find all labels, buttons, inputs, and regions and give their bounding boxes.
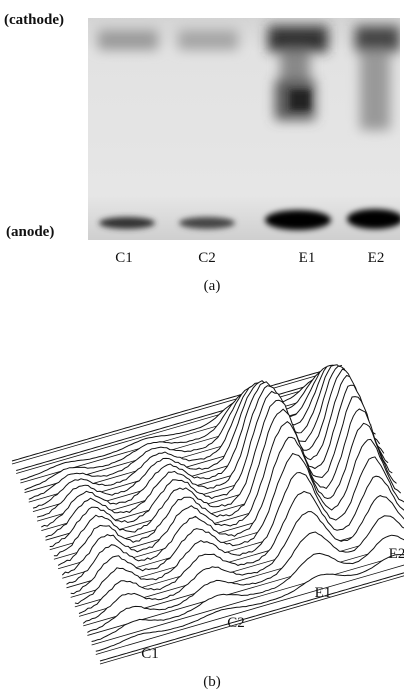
anode-label: (anode) [6, 224, 54, 240]
lane-label: E2 [389, 546, 404, 562]
trace [45, 368, 376, 538]
trace [87, 515, 404, 633]
lane-label: E1 [299, 250, 316, 266]
trace-baseline [91, 553, 404, 646]
trace [11, 364, 343, 462]
trace-baseline [95, 564, 404, 655]
trace [95, 554, 404, 652]
trace [61, 408, 393, 576]
trace-baseline [16, 377, 347, 474]
trace [20, 376, 351, 481]
trace [91, 534, 404, 642]
trace [32, 364, 364, 509]
lane-label: E1 [315, 585, 332, 601]
lane-label: E2 [368, 250, 385, 266]
trace [16, 374, 347, 471]
lane-label: C2 [198, 250, 216, 266]
caption: (b) [203, 674, 221, 690]
trace [82, 495, 404, 624]
trace-fill [100, 572, 404, 664]
trace [53, 384, 385, 557]
trace [57, 396, 389, 566]
cathode-label: (cathode) [4, 12, 64, 28]
trace [24, 370, 355, 491]
caption: (a) [204, 278, 221, 294]
trace [28, 366, 360, 500]
trace [49, 374, 381, 548]
lane-label: C1 [141, 646, 159, 662]
trace-fill [95, 554, 404, 655]
trace-fill [87, 515, 404, 636]
trace-baseline [99, 575, 404, 665]
trace-fill [83, 495, 404, 626]
trace-fill [91, 535, 404, 645]
trace [99, 572, 404, 662]
trace-fill [79, 476, 404, 617]
trace [66, 422, 397, 585]
trace [70, 438, 402, 595]
gel-image [88, 18, 400, 240]
lane-label: C1 [115, 250, 133, 266]
trace [78, 475, 404, 614]
trace [36, 364, 368, 518]
trace [41, 365, 372, 528]
waterfall-plot [11, 364, 404, 665]
trace-baseline [11, 367, 343, 465]
trace [74, 456, 404, 605]
lane-label: C2 [227, 615, 245, 631]
